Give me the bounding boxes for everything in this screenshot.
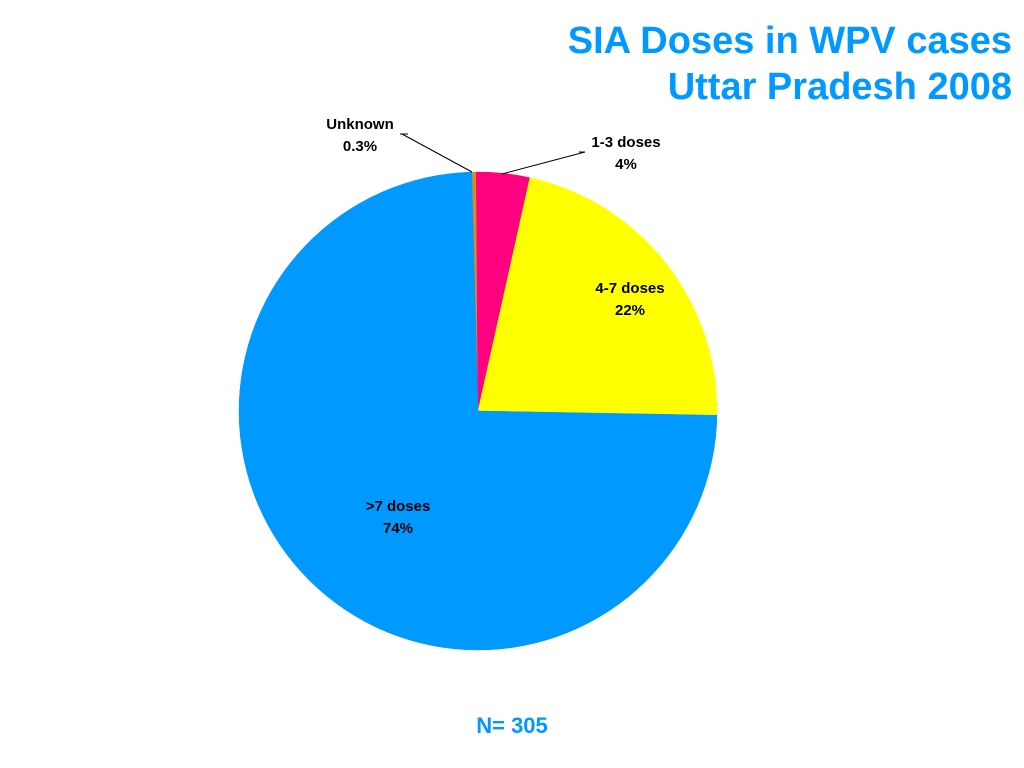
chart-title-line-2: Uttar Pradesh 2008 <box>667 66 1012 108</box>
slice-value-label-1: 0.3% <box>343 138 377 155</box>
slice-value-label-3: 22% <box>615 302 645 319</box>
slice-label-3: 4-7 doses <box>595 280 664 297</box>
sample-size-note: N= 305 <box>476 713 548 738</box>
slice-label-1: Unknown <box>326 116 394 133</box>
slice-value-label-4: 74% <box>383 520 413 537</box>
slice-value-label-2: 4% <box>615 156 637 173</box>
chart-title: SIA Doses in WPV cases Uttar Pradesh 200… <box>568 18 1012 110</box>
leader-line-1 <box>401 133 473 173</box>
leader-line-2 <box>501 151 586 175</box>
slice-label-4: >7 doses <box>366 498 431 515</box>
chart-title-line-1: SIA Doses in WPV cases <box>567 20 1012 62</box>
pie-slice-3 <box>477 177 718 416</box>
pie-slice-4 <box>238 171 718 651</box>
slice-label-2: 1-3 doses <box>591 134 660 151</box>
